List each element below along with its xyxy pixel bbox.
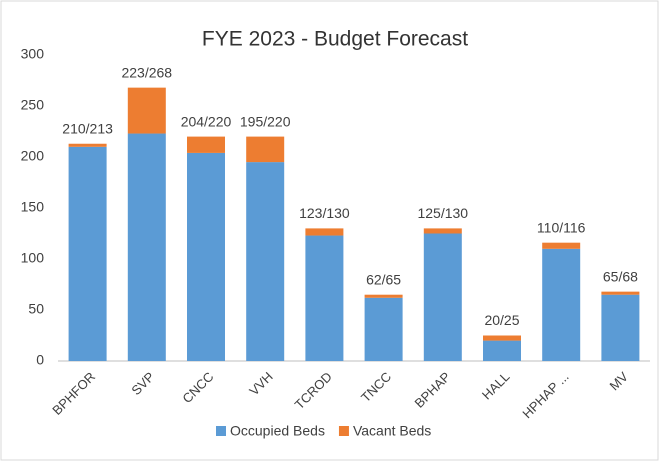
bar-segment [187, 136, 225, 153]
y-tick-label: 50 [28, 301, 44, 317]
bar-segment [364, 294, 403, 298]
bar-segment [423, 233, 462, 361]
bar-label: 210/213 [62, 120, 113, 136]
bar-label: 110/116 [537, 219, 586, 235]
bar-segment [246, 162, 285, 361]
bar-segment [305, 235, 344, 361]
bar-segment [127, 133, 166, 361]
bar-segment [423, 228, 462, 234]
y-tick-label: 250 [21, 97, 45, 113]
bar-label: 204/220 [181, 113, 232, 129]
bar-label: 123/130 [299, 205, 350, 221]
bar-segment [305, 228, 344, 236]
bar-label: 65/68 [603, 268, 638, 284]
bar-segment [364, 297, 403, 361]
bar-segment [187, 152, 225, 361]
legend-swatch [338, 426, 349, 436]
bar-label: 20/25 [484, 312, 519, 328]
y-tick-label: 100 [21, 250, 45, 266]
bar-segment [601, 294, 640, 361]
bar-label: 223/268 [121, 64, 172, 80]
bar-segment [483, 335, 521, 341]
bar-label: 195/220 [240, 113, 291, 129]
bar-segment [246, 136, 285, 163]
y-tick-label: 300 [21, 46, 45, 62]
bar-segment [68, 146, 107, 361]
legend-label: Occupied Beds [230, 423, 325, 439]
chart-title: FYE 2023 - Budget Forecast [202, 28, 468, 51]
bar-label: 125/130 [417, 205, 468, 221]
bar-segment [483, 340, 521, 361]
bar-segment [127, 87, 166, 134]
y-tick-label: 200 [21, 148, 45, 164]
legend-swatch [216, 426, 226, 436]
bar-segment [68, 143, 107, 147]
y-tick-label: 0 [36, 352, 44, 368]
y-tick-label: 150 [21, 199, 45, 215]
bar-segment [542, 248, 581, 361]
legend-label: Vacant Beds [353, 423, 431, 439]
bar-segment [542, 242, 581, 249]
bar-segment [601, 291, 640, 295]
bar-label: 62/65 [366, 271, 401, 287]
